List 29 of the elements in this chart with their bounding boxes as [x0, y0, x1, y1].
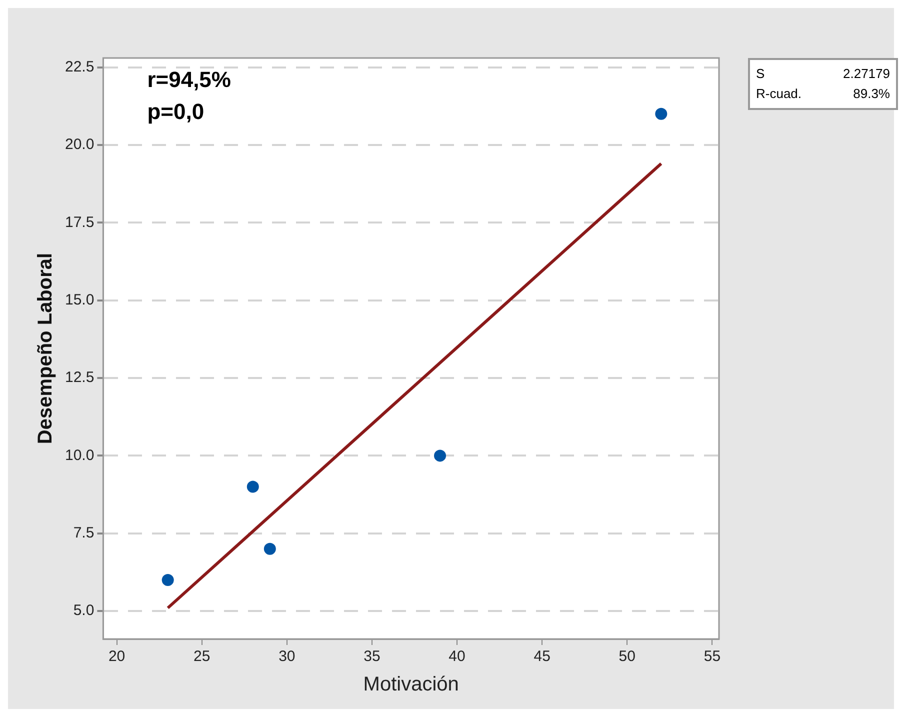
text: R-cuad. [756, 85, 802, 103]
point [655, 108, 668, 120]
x-axis-title: Motivación [363, 674, 459, 696]
x-tick-label: 40 [448, 648, 466, 666]
point [264, 542, 276, 555]
y-tick-label: 10.0 [64, 446, 94, 464]
y-tick-label: 12.5 [64, 369, 94, 386]
point [162, 574, 174, 586]
x-tick-label: 20 [108, 648, 126, 666]
y-tick-label: 15.0 [64, 291, 94, 308]
x-tick-label: 35 [364, 648, 380, 666]
y-tick-label: 7.5 [73, 524, 94, 542]
point [434, 450, 446, 462]
x-tick-label: 50 [618, 648, 636, 666]
x-tick-label: 30 [278, 648, 296, 666]
annotation: r=94,5% [147, 67, 231, 92]
x-tick-label: 55 [704, 648, 721, 666]
y-axis-title: Desempeño Laboral [34, 252, 57, 444]
y-tick-label: 22.5 [64, 58, 94, 76]
text: 89.3% [853, 85, 890, 103]
y-tick-label: 17.5 [64, 214, 94, 231]
annotation: p=0,0 [147, 99, 204, 124]
y-tick-label: 20.0 [64, 136, 94, 154]
y-tick-label: 5.0 [73, 602, 94, 620]
text: S [756, 65, 765, 83]
text: 2.27179 [843, 65, 890, 83]
point [246, 480, 259, 493]
x-tick-label: 25 [194, 648, 210, 666]
x-tick-label: 45 [534, 648, 550, 666]
